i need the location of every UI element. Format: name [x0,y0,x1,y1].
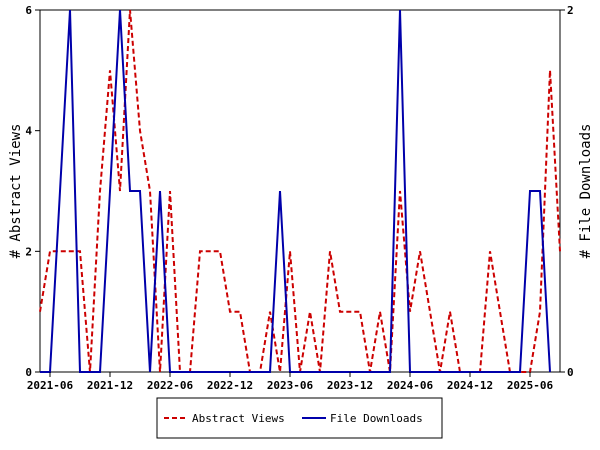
y-left-tick-label: 6 [25,4,32,17]
x-tick-label: 2025-06 [507,379,554,392]
series-line-file-downloads [40,9,551,373]
x-tick-label: 2022-12 [207,379,253,392]
y-left-tick-label: 4 [25,125,32,138]
y-axis-left-title: # Abstract Views [8,124,24,259]
y-axis-right-title: # File Downloads [578,124,594,259]
x-tick-label: 2024-06 [387,379,434,392]
ticks-layer: 2021-06 2021-12 2022-06 2022-12 2023-06 2023-… [25,4,573,392]
x-tick-label: 2021-06 [27,379,74,392]
y-right-tick-label: 2 [567,4,574,17]
x-tick-label: 2022-06 [147,379,194,392]
legend-label-abstract-views: Abstract Views [192,412,285,425]
legend-label-file-downloads: File Downloads [330,412,423,425]
x-tick-label: 2023-12 [327,379,373,392]
x-tick-label: 2024-12 [447,379,493,392]
y-left-tick-label: 2 [25,245,32,258]
x-tick-label: 2023-06 [267,379,314,392]
x-tick-label: 2021-12 [87,379,133,392]
y-right-tick-label: 0 [567,366,574,379]
y-left-tick-label: 0 [25,366,32,379]
legend: Abstract Views File Downloads [156,397,443,439]
legend-box [156,397,443,439]
